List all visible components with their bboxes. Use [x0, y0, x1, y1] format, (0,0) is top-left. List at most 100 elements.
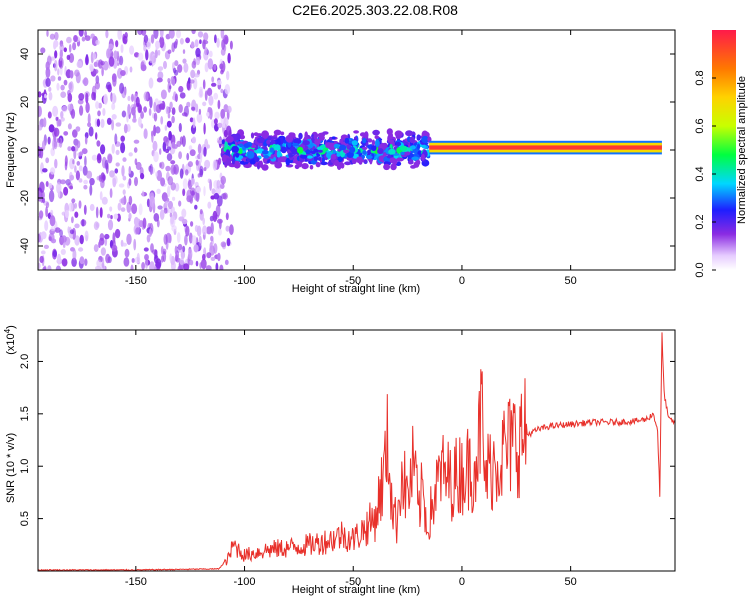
- spectrogram-noise-cell: [106, 117, 112, 125]
- spectrogram-noise-cell: [48, 124, 55, 133]
- spectrogram-noise-cell: [67, 103, 73, 112]
- spectrogram-noise-cell: [83, 184, 88, 190]
- spectrogram-noise-cell: [219, 63, 224, 70]
- spectrogram-noise-cell: [225, 225, 230, 232]
- spectrogram-band-cell: [239, 160, 245, 165]
- spectrogram-noise-cell: [186, 152, 190, 161]
- spectrogram-band-cell: [336, 152, 341, 157]
- spectrogram-noise-cell: [101, 196, 108, 205]
- spectrogram-noise-cell: [61, 105, 68, 113]
- spectrogram-noise-cell: [100, 118, 105, 128]
- spectrogram-noise-cell: [155, 258, 162, 269]
- snr-y-ticks: 0.5 1.0 1.5 2.0: [19, 354, 675, 526]
- spectrogram-noise-cell: [75, 170, 80, 181]
- spectrogram-noise-cell: [115, 162, 120, 167]
- spectrogram-noise-cell: [157, 71, 164, 80]
- spectrogram-noise-cell: [74, 235, 80, 246]
- spectrogram-noise-cell: [73, 35, 78, 43]
- spectrogram-band-cell: [411, 156, 420, 161]
- spectrogram-band-cell: [221, 139, 225, 145]
- spectrogram-noise-cell: [207, 144, 210, 149]
- spectrogram-noise-cell: [153, 101, 157, 113]
- spectrogram-band-cell: [356, 156, 363, 164]
- spectrogram-noise-cell: [52, 139, 55, 151]
- spectrogram-noise-cell: [170, 164, 176, 176]
- spectrogram-noise-cell: [68, 44, 72, 53]
- spectrogram-noise-cell: [112, 232, 116, 244]
- spectrogram-band-cell: [400, 151, 405, 155]
- spectrogram-noise-cell: [96, 154, 102, 164]
- spectrogram-band-cell: [228, 164, 236, 168]
- spectrogram-band-cell: [362, 137, 367, 144]
- colorbar-label: Normalized spectral amplitude: [736, 76, 748, 224]
- spectrogram-noise-cell: [69, 70, 74, 79]
- spectrogram-noise-cell: [98, 241, 101, 249]
- spectrogram-noise-cell: [220, 241, 227, 248]
- spectrogram-noise-cell: [145, 49, 149, 61]
- spectrogram-noise-cell: [83, 204, 87, 215]
- y-tick-label: 0: [19, 147, 31, 153]
- spectrogram-noise-cell: [205, 265, 212, 270]
- spectrogram-noise-cell: [81, 218, 85, 227]
- spectrogram-noise-cell: [47, 265, 52, 270]
- spectrogram-noise-cell: [89, 65, 94, 72]
- spectrogram-noise-cell: [191, 30, 196, 35]
- spectrogram-noise-cell: [178, 151, 183, 160]
- spectrogram-noise-cell: [120, 142, 126, 154]
- spectrogram-noise-cell: [195, 186, 202, 194]
- spectrogram-noise-cell: [45, 67, 51, 79]
- spectrogram-noise-cell: [148, 108, 152, 116]
- spectrogram-noise-cell: [181, 208, 187, 218]
- spectrogram-noise-cell: [60, 84, 65, 91]
- spectrogram-noise-cell: [79, 151, 83, 156]
- spectrogram-noise-cell: [219, 264, 224, 270]
- spectrogram-noise-cell: [107, 213, 111, 219]
- spectrogram-noise-cell: [88, 126, 94, 137]
- spectrogram-noise-cell: [96, 140, 101, 147]
- spectrogram-noise-cell: [64, 210, 70, 218]
- spectrogram-band-cell: [371, 145, 377, 152]
- spectrogram-x-ticks: -150 -100 -50 0 50: [125, 30, 577, 287]
- spectrogram-band-cell: [239, 134, 246, 140]
- spectrogram-noise-cell: [202, 79, 206, 90]
- spectrogram-noise-cell: [192, 117, 196, 129]
- spectrogram-noise-cell: [100, 247, 106, 256]
- spectrogram-noise-cell: [217, 218, 223, 224]
- spectrogram-noise-cell: [138, 104, 143, 113]
- spectrogram-noise-cell: [117, 30, 123, 40]
- spectrogram-noise-cell: [46, 55, 52, 66]
- spectrogram-band-cell: [261, 150, 269, 155]
- spectrogram-band-cell: [351, 140, 358, 146]
- spectrogram-noise-cell: [220, 175, 226, 185]
- spectrogram-noise-cell: [204, 62, 209, 73]
- spectrogram-panel: -150 -100 -50 0 50 40 20 0 -20 -40 Height of str…: [5, 29, 676, 295]
- spectrogram-noise-cell: [95, 206, 99, 219]
- spectrogram-noise-cell: [142, 217, 147, 229]
- spectrogram-noise-cell: [57, 253, 61, 265]
- spectrogram-noise-cell: [207, 58, 214, 70]
- x-tick-label: -100: [234, 576, 256, 588]
- spectrogram-noise-cell: [74, 165, 77, 173]
- spectrogram-noise-cell: [84, 55, 89, 66]
- spectrogram-noise-cell: [99, 191, 103, 201]
- spectrogram-noise-cell: [157, 49, 161, 56]
- spectrogram-band-cell: [254, 157, 260, 162]
- spectrogram-noise-cell: [50, 75, 56, 82]
- spectrogram-noise-cell: [122, 175, 127, 181]
- spectrogram-noise-cell: [217, 139, 224, 144]
- snr-y-label: SNR (10 * v/v): [5, 433, 17, 503]
- spectrogram-noise-cell: [209, 241, 213, 251]
- spectrogram-noise-cell: [103, 93, 108, 105]
- spectrogram-band-cell: [296, 146, 304, 154]
- spectrogram-noise-cell: [149, 195, 155, 208]
- spectrogram-noise-cell: [84, 136, 88, 145]
- spectrogram-noise-cell: [104, 159, 109, 170]
- spectrogram-noise-cell: [39, 255, 44, 264]
- spectrogram-noise-cell: [206, 252, 212, 259]
- spectrogram-noise-cell: [165, 165, 171, 172]
- spectrogram-noise-cell: [202, 101, 207, 107]
- spectrogram-noise-cell: [163, 197, 170, 203]
- spectrogram-noise-cell: [91, 154, 98, 161]
- spectrogram-noise-cell: [135, 96, 140, 108]
- spectrogram-noise-cell: [128, 212, 132, 220]
